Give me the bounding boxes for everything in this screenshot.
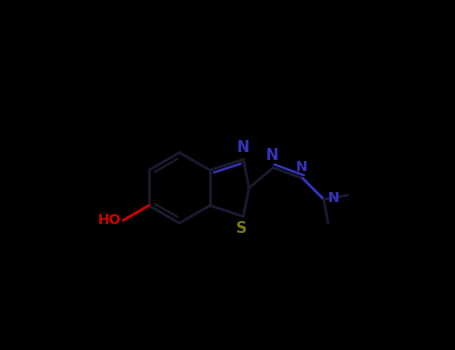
Text: HO: HO	[98, 212, 121, 226]
Text: N: N	[328, 190, 339, 204]
Text: S: S	[236, 221, 247, 236]
Text: N: N	[296, 160, 308, 174]
Text: N: N	[266, 148, 278, 163]
Text: N: N	[237, 140, 250, 155]
